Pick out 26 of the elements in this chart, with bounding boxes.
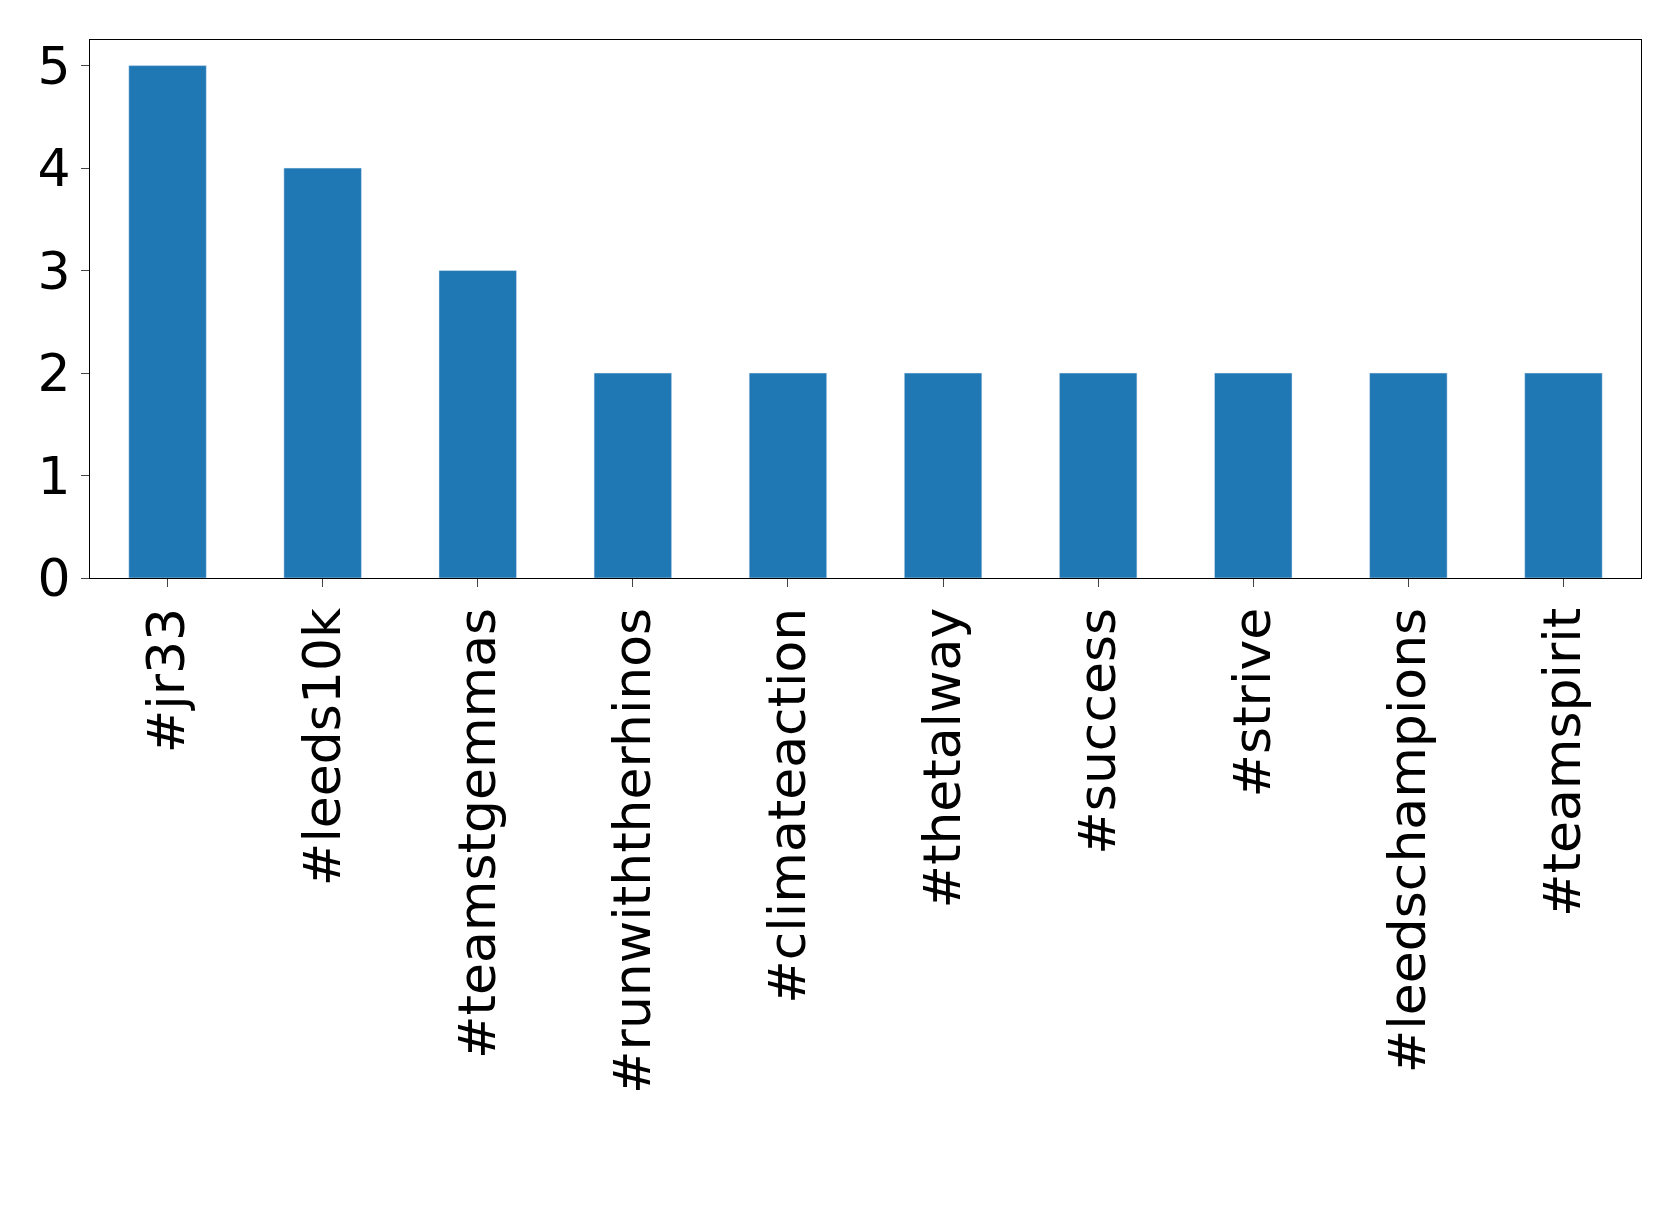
x-tick-label: #teamspirit xyxy=(1532,607,1593,918)
bar xyxy=(1369,372,1448,578)
x-tick-label: #jr33 xyxy=(136,607,197,754)
bar xyxy=(128,65,207,578)
x-tick-label: #leedschampions xyxy=(1377,607,1438,1074)
bar xyxy=(748,372,827,578)
bar xyxy=(904,372,983,578)
x-tick-label: #leeds10k xyxy=(291,607,352,887)
y-tick-label: 4 xyxy=(37,138,71,199)
bar xyxy=(1214,372,1293,578)
bar xyxy=(438,270,517,578)
x-tick-label: #thetalway xyxy=(911,607,972,909)
x-tick-label: #runwiththerhinos xyxy=(601,607,662,1095)
y-tick-label: 5 xyxy=(37,35,71,96)
x-tick-label: #teamstgemmas xyxy=(446,607,507,1060)
y-tick-label: 3 xyxy=(37,240,71,301)
y-tick-label: 1 xyxy=(37,445,71,506)
x-tick-label: #strive xyxy=(1222,607,1283,798)
y-tick-label: 0 xyxy=(37,548,71,609)
x-tick-label: #climateaction xyxy=(756,607,817,1004)
x-tick-label: #success xyxy=(1067,607,1128,855)
bar xyxy=(1524,372,1603,578)
bar xyxy=(283,167,362,578)
y-tick-label: 2 xyxy=(37,343,71,404)
bar xyxy=(593,372,672,578)
bar xyxy=(1059,372,1138,578)
